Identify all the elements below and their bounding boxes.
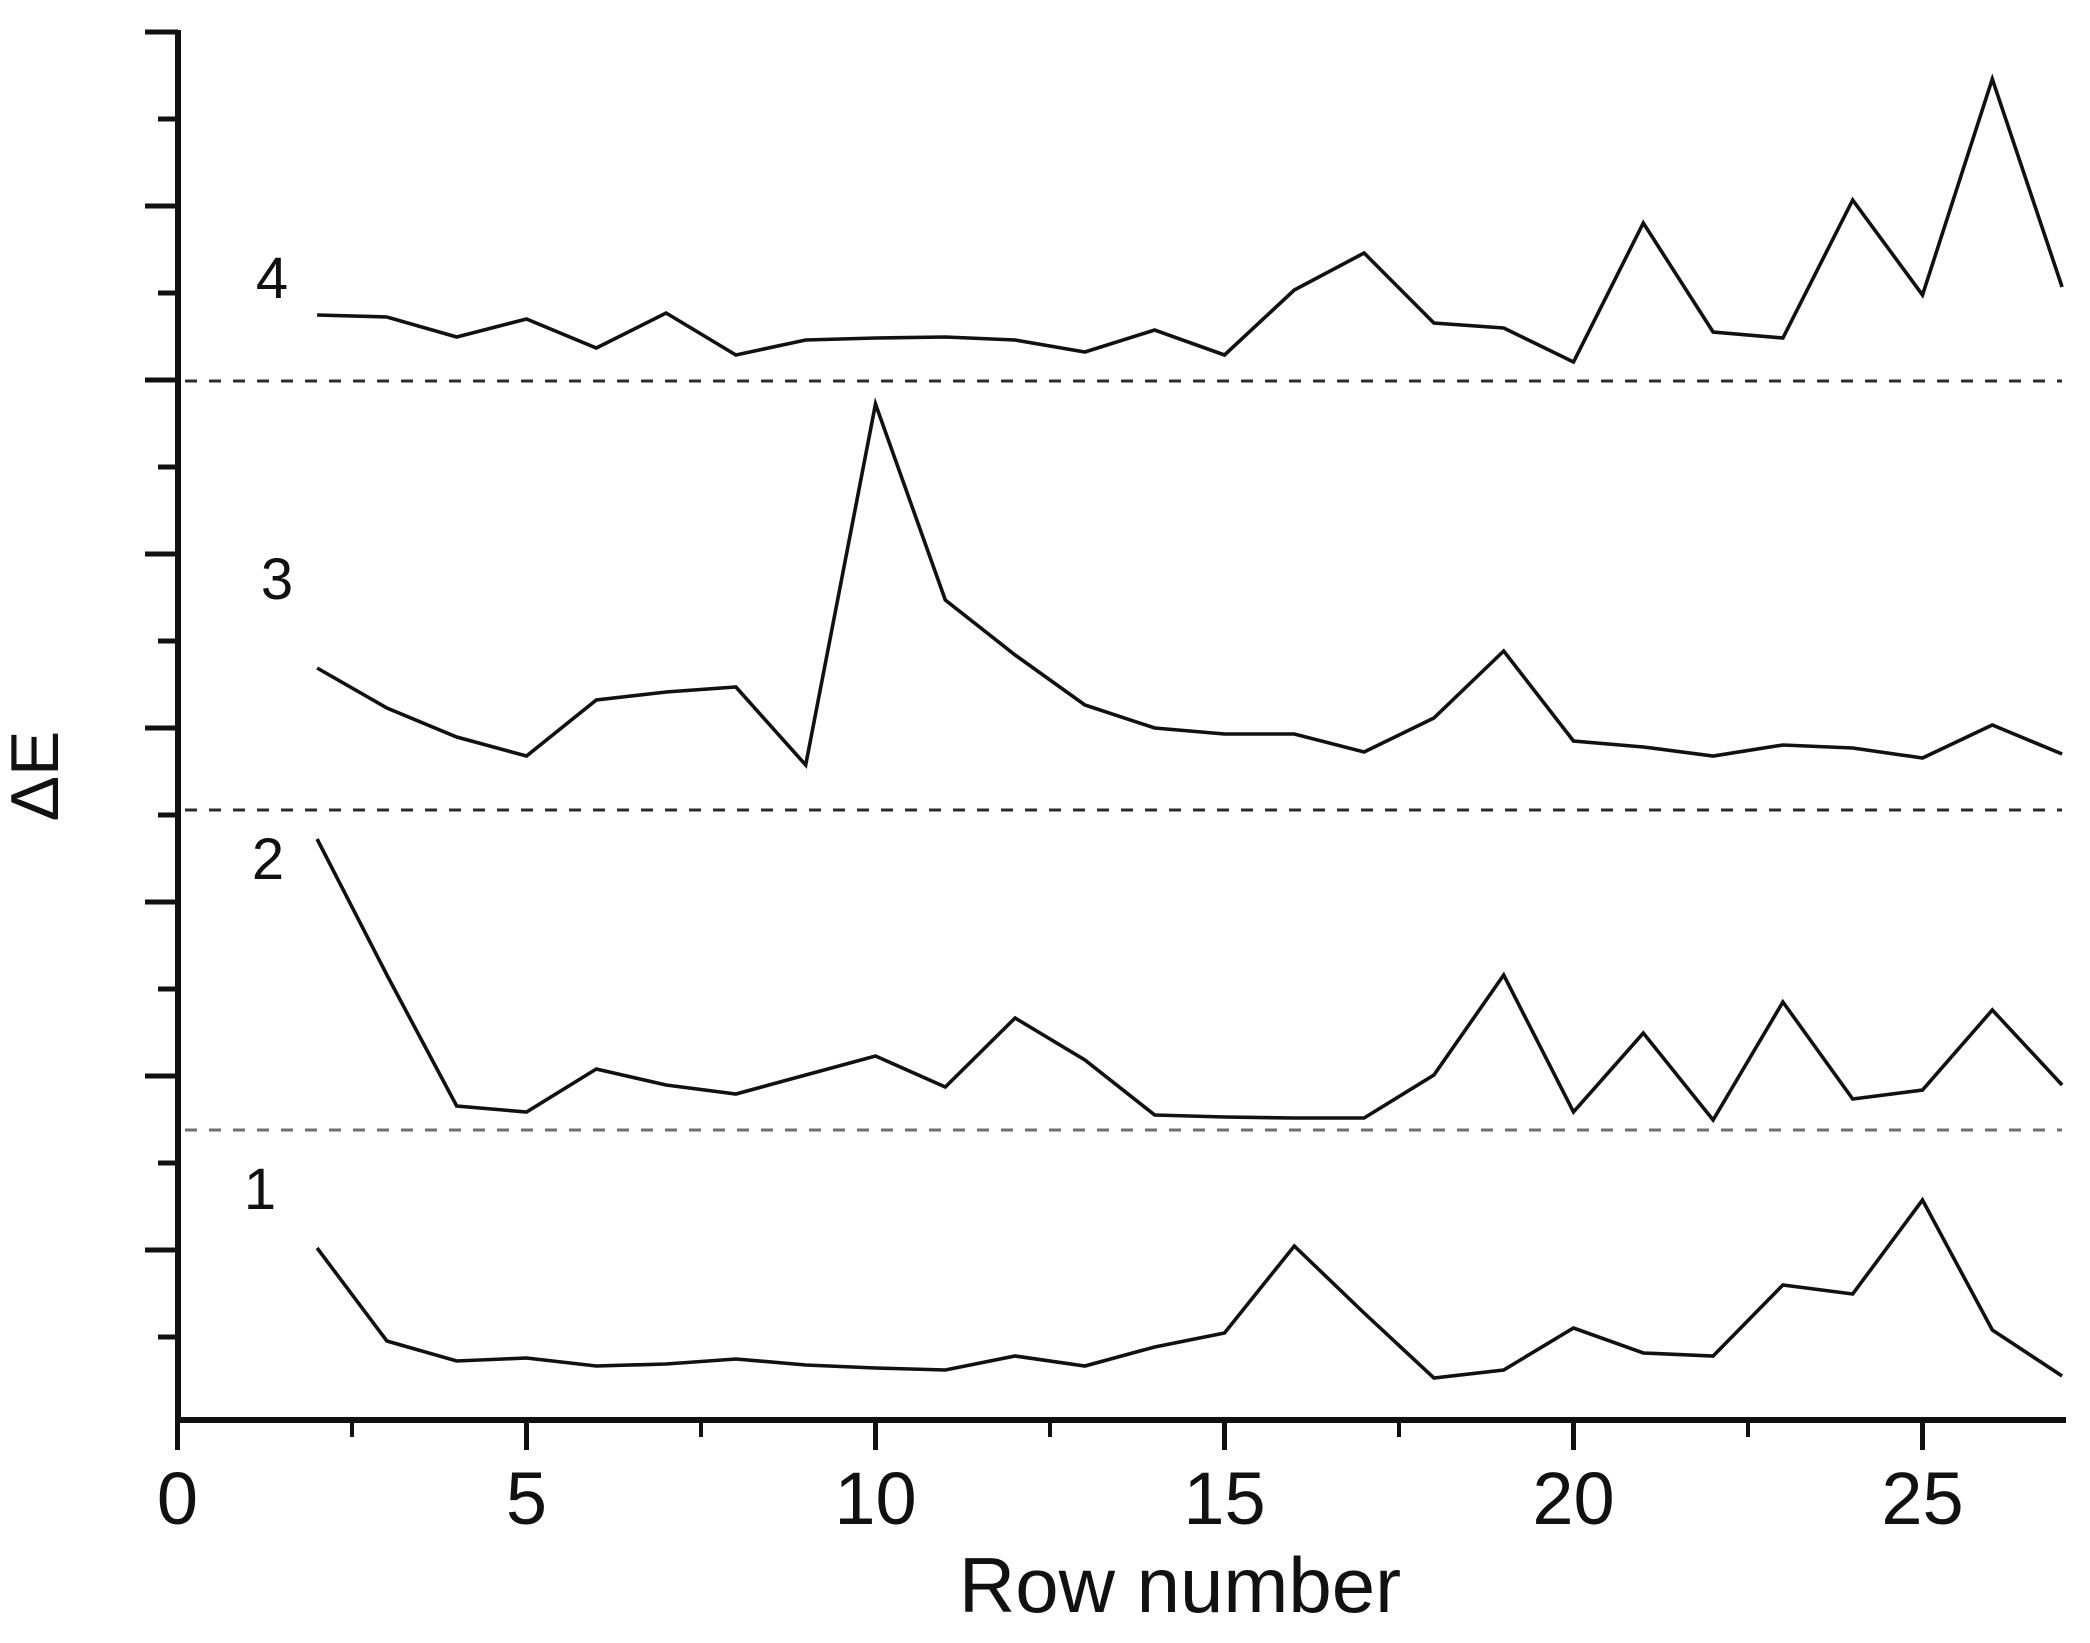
trace-line-3 — [316, 397, 2063, 769]
x-tick-label: 20 — [1532, 1457, 1614, 1540]
x-axis-title: Row number — [959, 1541, 1401, 1629]
trace-line-4 — [317, 73, 2064, 365]
trace-line-1 — [315, 1196, 2064, 1380]
trace-label-2: 2 — [252, 827, 284, 892]
x-tick-label: 5 — [506, 1457, 547, 1540]
trace-label-3: 3 — [261, 547, 293, 612]
x-tick-label: 10 — [834, 1457, 916, 1540]
trace-line-2 — [315, 838, 2064, 1124]
y-axis-title: ΔE — [0, 731, 73, 822]
x-tick-label: 15 — [1183, 1457, 1265, 1540]
trace-label-4: 4 — [256, 246, 288, 311]
x-tick-label: 0 — [157, 1457, 198, 1540]
trace-label-1: 1 — [244, 1157, 276, 1222]
x-tick-label: 25 — [1881, 1457, 1963, 1540]
